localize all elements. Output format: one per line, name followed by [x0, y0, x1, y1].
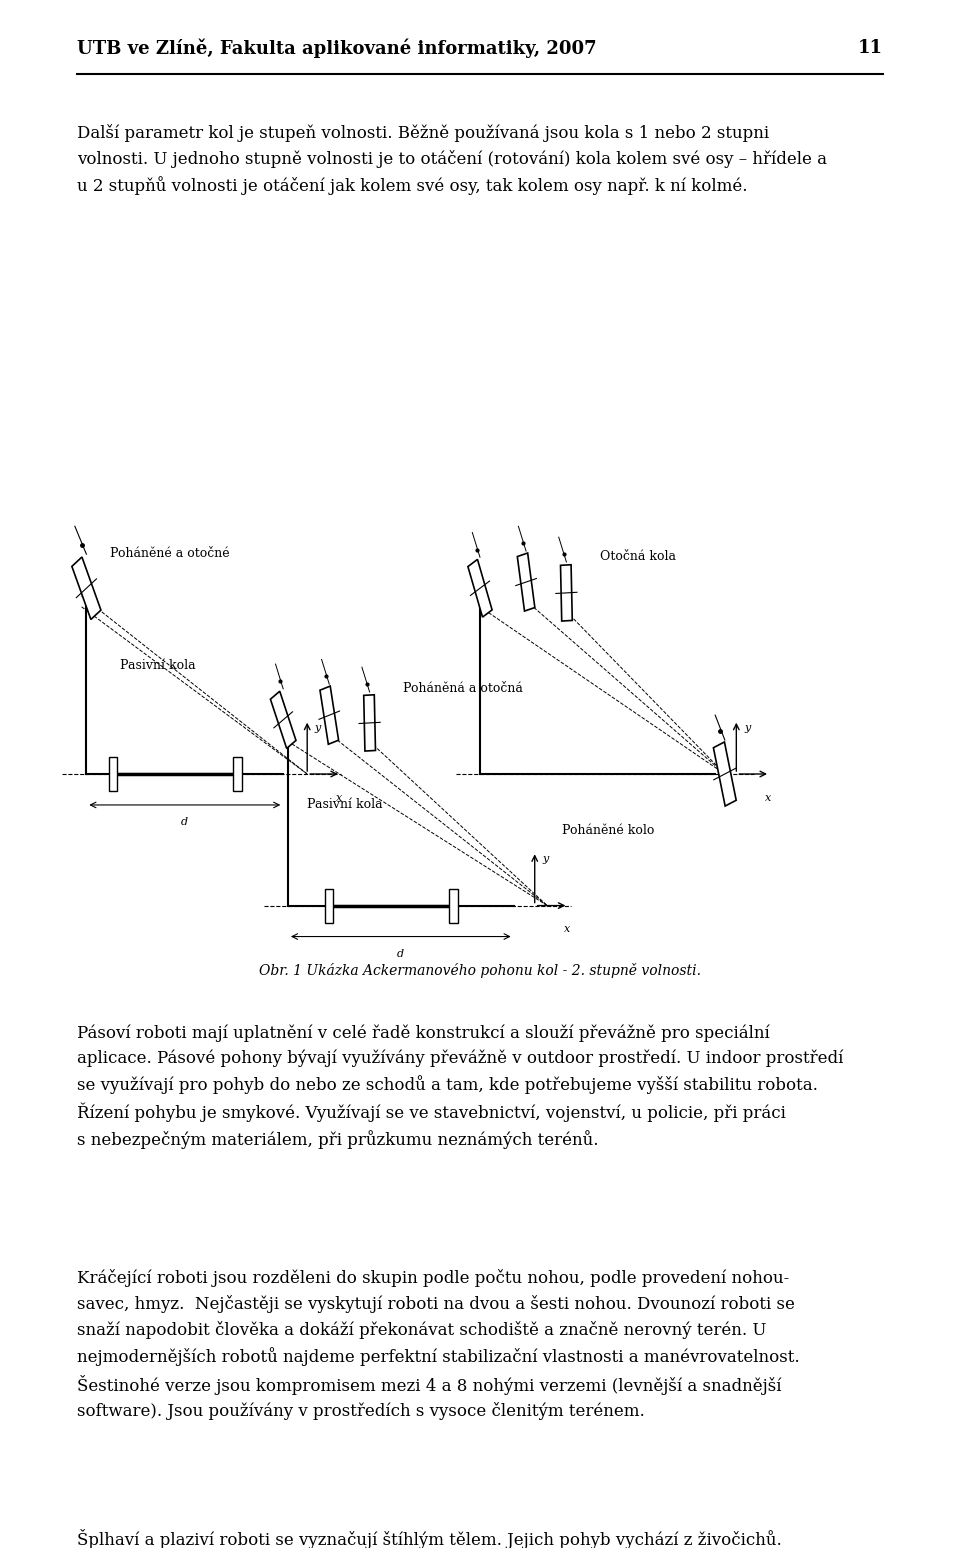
Text: Kráčející roboti jsou rozděleni do skupin podle počtu nohou, podle provedení noh: Kráčející roboti jsou rozděleni do skupi… [77, 1269, 800, 1421]
Text: Další parametr kol je stupeň volnosti. Běžně používaná jsou kola s 1 nebo 2 stup: Další parametr kol je stupeň volnosti. B… [77, 124, 827, 195]
Text: UTB ve Zlíně, Fakulta aplikované informatiky, 2007: UTB ve Zlíně, Fakulta aplikované informa… [77, 39, 596, 59]
Polygon shape [271, 692, 296, 748]
Polygon shape [364, 695, 375, 751]
Text: x: x [564, 924, 570, 933]
Text: 11: 11 [858, 39, 883, 57]
Text: Pasivní kola: Pasivní kola [307, 799, 383, 811]
Polygon shape [468, 559, 492, 618]
Text: Šplhaví a plaziví roboti se vyznačují štíhlým tělem. Jejich pohyb vychází z živo: Šplhaví a plaziví roboti se vyznačují št… [77, 1529, 838, 1548]
Polygon shape [561, 565, 572, 621]
Polygon shape [320, 686, 339, 745]
Polygon shape [713, 741, 736, 807]
Bar [324, 889, 333, 923]
Text: y: y [744, 723, 751, 732]
Bar [233, 757, 242, 791]
Text: Poháněné kolo: Poháněné kolo [562, 824, 654, 836]
Text: Otočná kola: Otočná kola [600, 551, 676, 563]
Text: d: d [397, 949, 404, 958]
Text: Poháněné a otočné: Poháněné a otočné [110, 548, 230, 560]
Text: d: d [181, 817, 188, 827]
Text: Obr. 1 Ukázka Ackermanového pohonu kol - 2. stupně volnosti.: Obr. 1 Ukázka Ackermanového pohonu kol -… [259, 963, 701, 978]
Text: y: y [315, 723, 322, 732]
Text: Pásoví roboti mají uplatnění v celé řadě konstrukcí a slouží převážně pro speciá: Pásoví roboti mají uplatnění v celé řadě… [77, 1025, 843, 1150]
Text: y: y [542, 854, 549, 864]
Bar [449, 889, 458, 923]
Polygon shape [517, 553, 535, 611]
Text: Pasivní kola: Pasivní kola [120, 659, 196, 672]
Bar [108, 757, 117, 791]
Text: x: x [336, 793, 343, 802]
Text: x: x [765, 793, 772, 802]
Text: Poháněná a otočná: Poháněná a otočná [403, 683, 523, 695]
Polygon shape [72, 557, 101, 619]
